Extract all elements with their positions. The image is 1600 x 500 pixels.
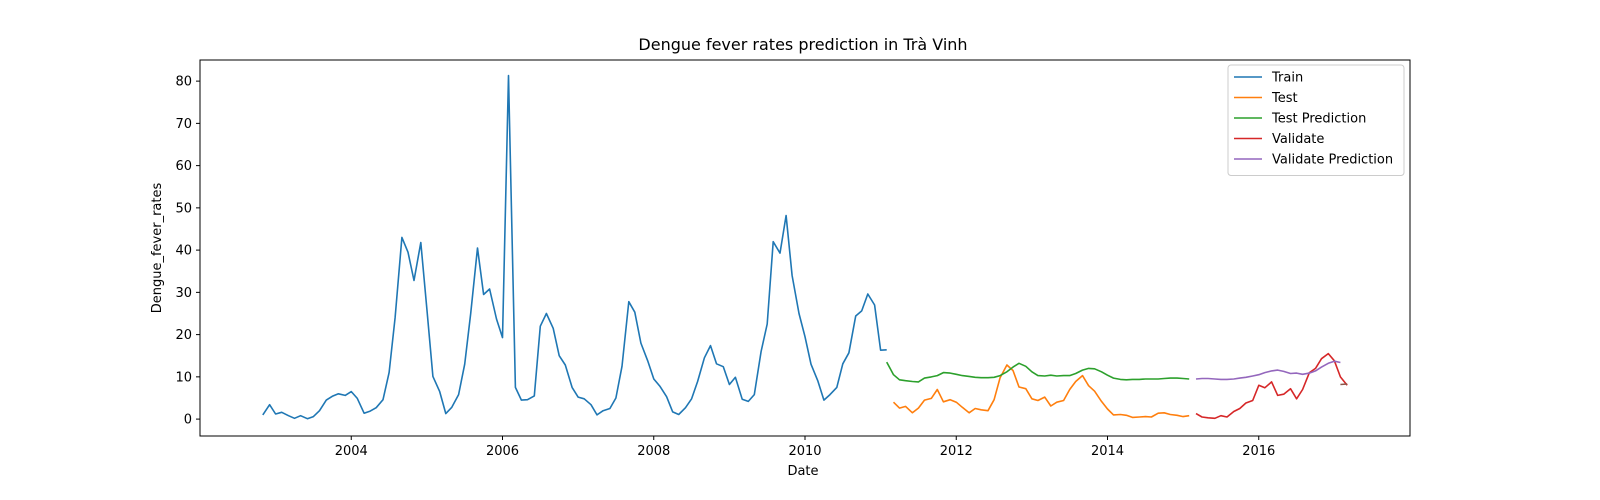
x-tick-label: 2014 [1091, 444, 1124, 459]
legend: Train Test Test Prediction Validate Validate… [1227, 64, 1405, 176]
legend-label: Test Prediction [1271, 112, 1366, 127]
series-line-validate [1195, 352, 1348, 420]
y-tick-label: 80 [175, 75, 192, 90]
legend-label: Train [1271, 71, 1303, 86]
x-tick-label: 2010 [788, 444, 821, 459]
series-line-test-prediction [885, 361, 1190, 383]
y-tick-label: 50 [175, 201, 192, 216]
x-tick-label: 2016 [1242, 444, 1275, 459]
y-tick-label: 0 [184, 413, 192, 428]
legend-box [1227, 64, 1405, 176]
y-tick-label: 40 [175, 244, 192, 259]
y-tick-label: 70 [175, 117, 192, 132]
series-line-extra-5 [1340, 383, 1348, 386]
y-tick-label: 20 [175, 328, 192, 343]
legend-label: Validate [1272, 132, 1324, 147]
y-tick-label: 60 [175, 159, 192, 174]
series-line-test [892, 364, 1190, 419]
legend-label: Validate Prediction [1272, 153, 1393, 168]
x-tick-label: 2004 [335, 444, 368, 459]
legend-label: Test [1271, 91, 1298, 106]
y-axis: 0 10 20 30 40 50 60 70 80 [175, 75, 200, 428]
y-tick-label: 10 [175, 370, 192, 385]
x-tick-label: 2008 [637, 444, 670, 459]
x-axis-label: Date [787, 464, 818, 479]
series-line-validate-prediction [1195, 360, 1341, 381]
y-tick-label: 30 [175, 286, 192, 301]
plot-area [262, 74, 1348, 420]
x-tick-label: 2006 [486, 444, 519, 459]
series-line-train [262, 74, 887, 420]
x-tick-label: 2012 [940, 444, 973, 459]
y-axis-label: Dengue_fever_rates [150, 183, 165, 314]
chart-title: Dengue fever rates prediction in Trà Vin… [638, 35, 967, 54]
x-axis: 2004 2006 2008 2010 2012 2014 2016 [335, 436, 1275, 459]
